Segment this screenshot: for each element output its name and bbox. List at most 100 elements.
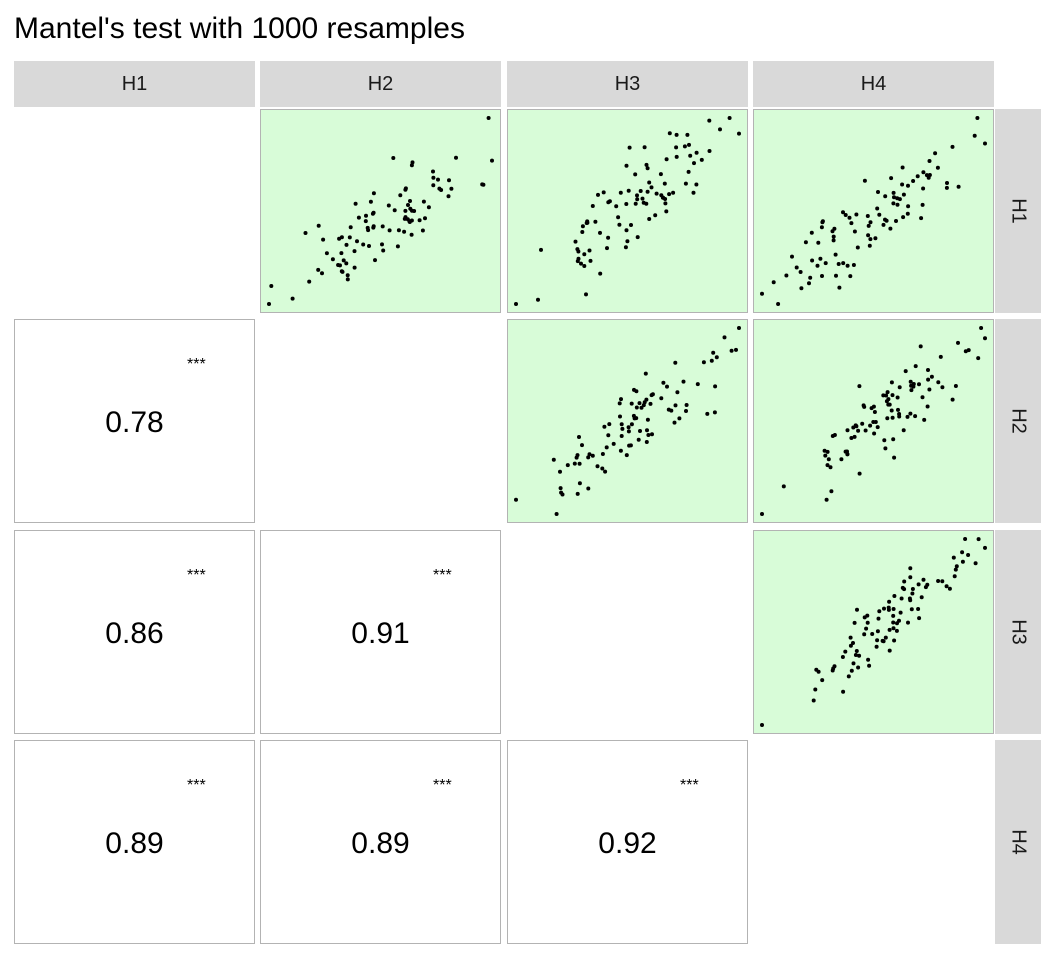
scatter-point: [645, 189, 650, 194]
scatter-point: [920, 202, 925, 207]
scatter-point: [602, 424, 607, 429]
scatter-point: [582, 252, 587, 257]
scatter-point: [888, 226, 893, 231]
scatter-point: [635, 197, 640, 202]
scatter-point: [864, 626, 869, 631]
scatter-point: [885, 416, 890, 421]
scatter-point: [629, 422, 634, 427]
scatter-point: [620, 426, 625, 431]
correlation-panel-h3-h2: *** 0.91: [260, 530, 501, 734]
scatter-point: [600, 452, 605, 456]
scatter-point: [565, 463, 570, 468]
scatter-plot-svg: [760, 116, 987, 306]
scatter-point: [845, 428, 850, 433]
scatter-point: [396, 228, 401, 233]
scatter-point: [909, 607, 914, 612]
scatter-point: [851, 263, 856, 267]
scatter-point: [368, 199, 373, 204]
scatter-point: [950, 144, 955, 149]
scatter-point: [866, 223, 871, 228]
scatter-point: [403, 187, 408, 192]
scatter-point: [598, 271, 603, 276]
scatter-point: [911, 179, 916, 183]
scatter-point: [688, 153, 693, 158]
row-strip-label-h2: H2: [1007, 408, 1030, 434]
scatter-point: [645, 417, 650, 422]
correlation-value: 0.89: [351, 827, 410, 860]
correlation-panel-h4-h2: *** 0.89: [260, 740, 501, 944]
scatter-point: [514, 302, 518, 306]
scatter-point: [849, 436, 854, 440]
scatter-point: [348, 225, 353, 230]
scatter-point: [881, 393, 886, 398]
scatter-point: [849, 221, 854, 226]
row-strip-label-h3: H3: [1007, 619, 1030, 645]
scatter-point: [627, 145, 632, 150]
scatter-point: [972, 133, 977, 138]
scatter-point: [852, 620, 857, 625]
scatter-point: [576, 249, 581, 254]
scatter-point: [684, 403, 689, 407]
scatter-point: [819, 225, 824, 230]
scatter-point: [873, 236, 878, 241]
scatter-point: [269, 284, 274, 288]
scatter-point: [843, 213, 848, 217]
scatter-point: [911, 384, 916, 389]
scatter-point: [431, 169, 435, 174]
scatter-point: [682, 144, 687, 149]
scatter-point: [922, 417, 927, 422]
scatter-point: [913, 414, 918, 419]
scatter-point: [983, 336, 987, 341]
scatter-point: [831, 238, 836, 243]
scatter-point: [539, 247, 543, 252]
scatter-point: [919, 216, 924, 221]
scatter-point: [830, 434, 835, 438]
scatter-point: [890, 415, 895, 420]
scatter-point: [339, 235, 344, 240]
scatter-point: [917, 616, 922, 621]
scatter-point: [344, 242, 349, 247]
scatter-point: [634, 389, 639, 394]
scatter-point: [695, 382, 700, 387]
column-strip-h2: H2: [260, 61, 501, 107]
scatter-point: [843, 649, 848, 654]
scatter-plot-svg: [760, 537, 987, 727]
scatter-point: [956, 184, 961, 189]
scatter-point: [868, 237, 873, 242]
scatter-point: [408, 206, 413, 211]
scatter-point: [436, 177, 440, 182]
scatter-point: [892, 455, 897, 460]
scatter-point: [866, 233, 871, 238]
scatter-point: [595, 464, 600, 469]
scatter-point: [638, 189, 643, 193]
scatter-point: [894, 219, 898, 223]
scatter-point: [872, 410, 877, 414]
scatter-point: [417, 218, 422, 223]
scatter-point: [573, 239, 578, 244]
scatter-point: [822, 448, 827, 453]
scatter-point: [624, 202, 629, 206]
scatter-point: [685, 132, 690, 137]
scatter-point: [925, 404, 930, 409]
scatter-point: [841, 261, 846, 266]
scatter-point: [863, 428, 868, 433]
scatter-point: [709, 358, 714, 363]
scatter-point: [853, 653, 858, 657]
scatter-point: [945, 181, 949, 185]
scatter-point: [861, 403, 866, 408]
scatter-point: [919, 595, 924, 600]
scatter-point: [884, 393, 889, 398]
scatter-point: [953, 384, 958, 388]
scatter-point: [426, 205, 431, 210]
scatter-point: [895, 395, 900, 400]
scatter-point: [673, 360, 678, 365]
scatter-point: [882, 606, 886, 611]
scatter-point: [729, 348, 734, 353]
scatter-point: [658, 172, 663, 177]
scatter-point: [794, 265, 799, 270]
scatter-point: [847, 215, 852, 220]
scatter-point: [875, 629, 880, 634]
scatter-point: [638, 429, 642, 433]
scatter-point: [603, 469, 608, 474]
scatter-point: [643, 371, 648, 376]
